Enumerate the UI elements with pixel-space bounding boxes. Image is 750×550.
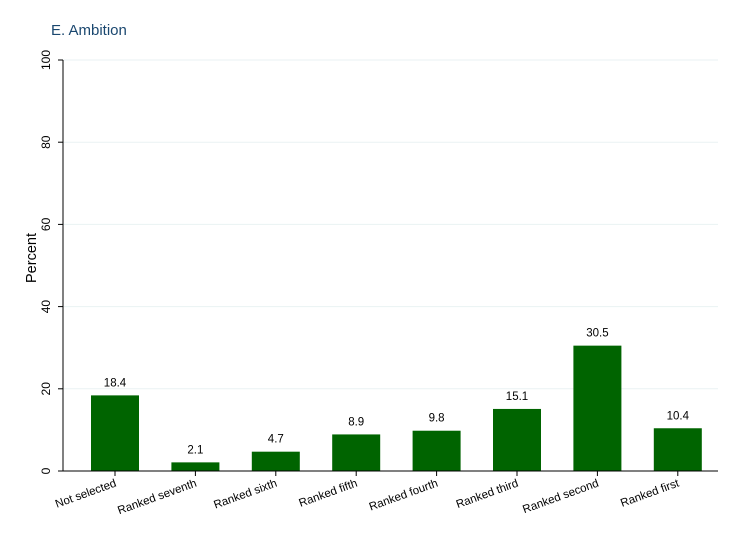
y-tick-label: 20 [39,382,53,396]
data-label: 15.1 [506,391,528,403]
x-tick-label: Ranked third [455,478,520,512]
data-label: 4.7 [268,434,284,446]
data-label: 10.4 [667,410,690,422]
bar [573,345,622,471]
x-tick-label: Ranked first [619,477,682,510]
bar [332,434,381,471]
x-tick-label: Ranked seventh [116,478,198,518]
bar [91,395,139,471]
x-tick-label: Ranked fifth [297,478,359,510]
chart-title: E. Ambition [51,22,127,39]
bar [171,462,220,471]
y-tick-label: 40 [39,300,53,314]
data-label: 2.1 [187,444,203,456]
data-label: 8.9 [348,416,364,428]
bar [412,430,461,471]
y-tick-label: 80 [39,135,53,149]
x-tick-label: Not selected [54,478,118,511]
bar [653,428,702,471]
y-tick-label: 100 [39,50,53,70]
data-label: 18.4 [104,377,127,389]
bar [251,451,300,471]
x-tick-label: Ranked second [521,478,600,517]
y-tick-label: 0 [39,467,53,474]
y-axis-label: Percent [24,233,40,283]
y-axis: 0 20 40 60 80 100 [39,50,64,474]
data-label: 9.8 [429,413,445,425]
y-tick-label: 60 [39,217,53,231]
x-tick-label: Ranked sixth [212,478,279,512]
bars: 18.4 2.1 4.7 8.9 9.8 15.1 30.5 10.4 [91,328,702,471]
bar [493,408,541,471]
x-tick-label: Ranked fourth [368,478,440,514]
gridlines [63,59,718,390]
data-label: 30.5 [586,328,608,340]
